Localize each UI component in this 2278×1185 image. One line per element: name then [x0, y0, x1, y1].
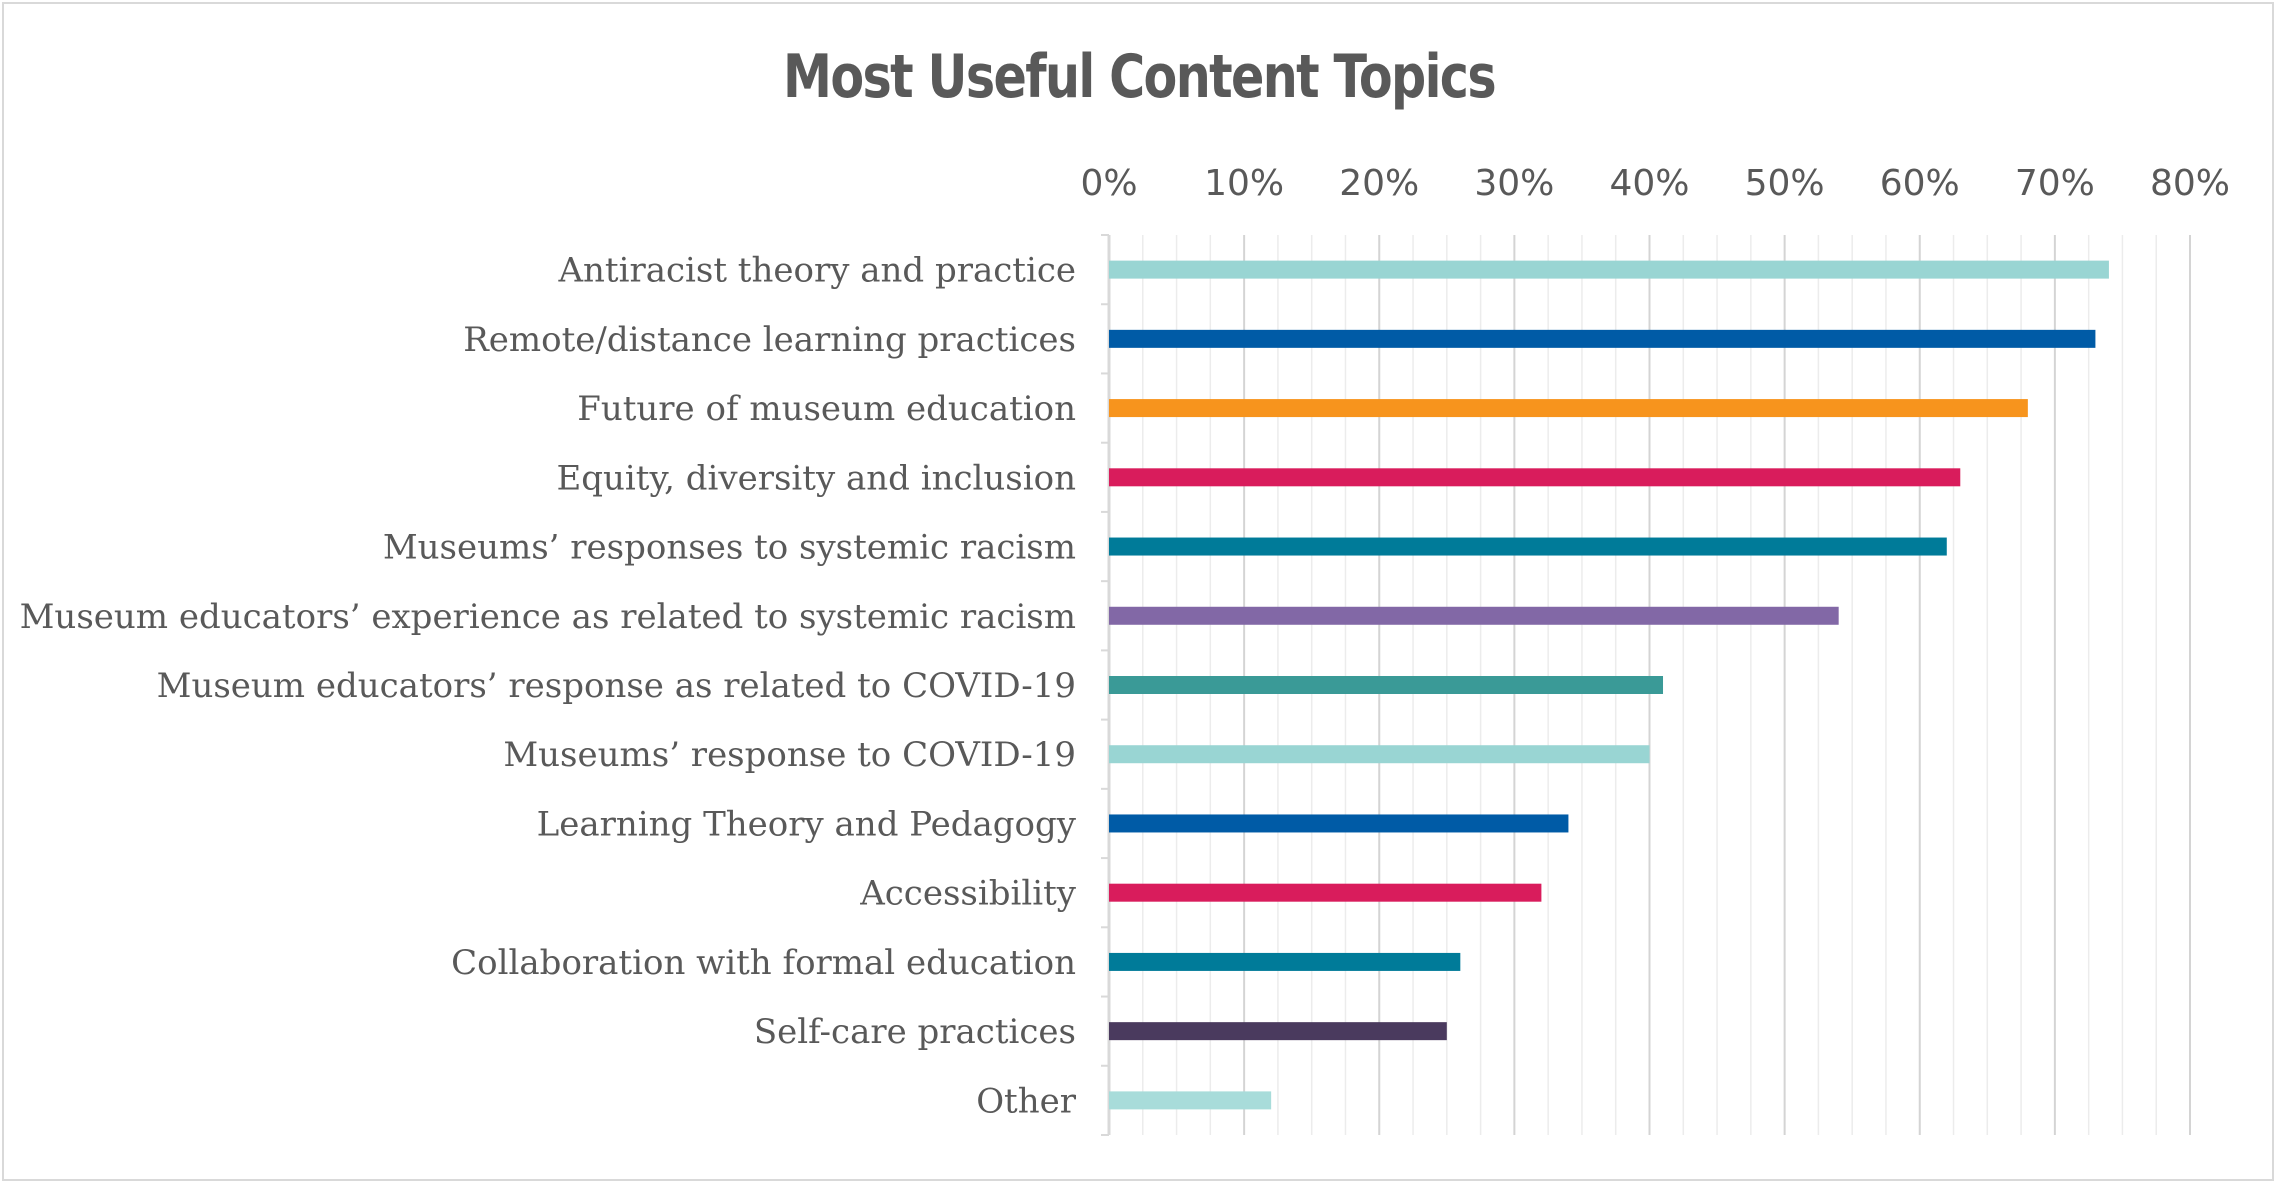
category-axis — [1101, 234, 1111, 1136]
bar — [1109, 1091, 1272, 1110]
x-tick-label: 30% — [1474, 163, 1554, 204]
category-label: Self-care practices — [754, 1012, 1076, 1052]
bar — [1109, 329, 2096, 348]
category-label: Museums’ response to COVID-19 — [503, 735, 1076, 775]
bar — [1109, 1022, 1447, 1041]
x-tick-label: 70% — [2015, 163, 2095, 204]
x-tick-label: 40% — [1609, 163, 1689, 204]
category-labels: Antiracist theory and practice Remote/dis… — [20, 251, 1077, 1122]
category-label: Museum educators’ response as related to… — [157, 666, 1076, 706]
category-label: Equity, diversity and inclusion — [556, 458, 1076, 498]
category-label: Museums’ responses to systemic racism — [383, 528, 1076, 568]
x-tick-label: 80% — [2150, 163, 2230, 204]
category-label: Antiracist theory and practice — [557, 251, 1076, 291]
bar — [1109, 260, 2109, 279]
bar — [1109, 883, 1542, 902]
x-tick-labels: 0% 10% 20% 30% 40% 50% 60% 70% 80% — [1080, 163, 2230, 204]
x-tick-label: 20% — [1339, 163, 1419, 204]
bar — [1109, 745, 1650, 764]
bar — [1109, 814, 1569, 833]
category-label: Future of museum education — [577, 389, 1076, 429]
x-tick-label: 0% — [1080, 163, 1137, 204]
category-label: Museum educators’ experience as related … — [20, 597, 1076, 637]
chart-title: Most Useful Content Topics — [783, 42, 1497, 112]
x-tick-label: 50% — [1745, 163, 1825, 204]
bar — [1109, 399, 2028, 418]
category-label: Accessibility — [859, 874, 1077, 914]
category-label: Collaboration with formal education — [451, 943, 1076, 983]
bar — [1109, 537, 1947, 556]
bar — [1109, 676, 1664, 694]
x-tick-label: 10% — [1204, 163, 1284, 204]
category-label: Other — [976, 1081, 1077, 1121]
bar — [1109, 606, 1839, 625]
bar — [1109, 468, 1961, 487]
bar — [1109, 952, 1461, 971]
category-label: Learning Theory and Pedagogy — [537, 804, 1077, 844]
category-label: Remote/distance learning practices — [463, 320, 1076, 360]
bars — [1109, 260, 2109, 1110]
x-tick-label: 60% — [1880, 163, 1960, 204]
